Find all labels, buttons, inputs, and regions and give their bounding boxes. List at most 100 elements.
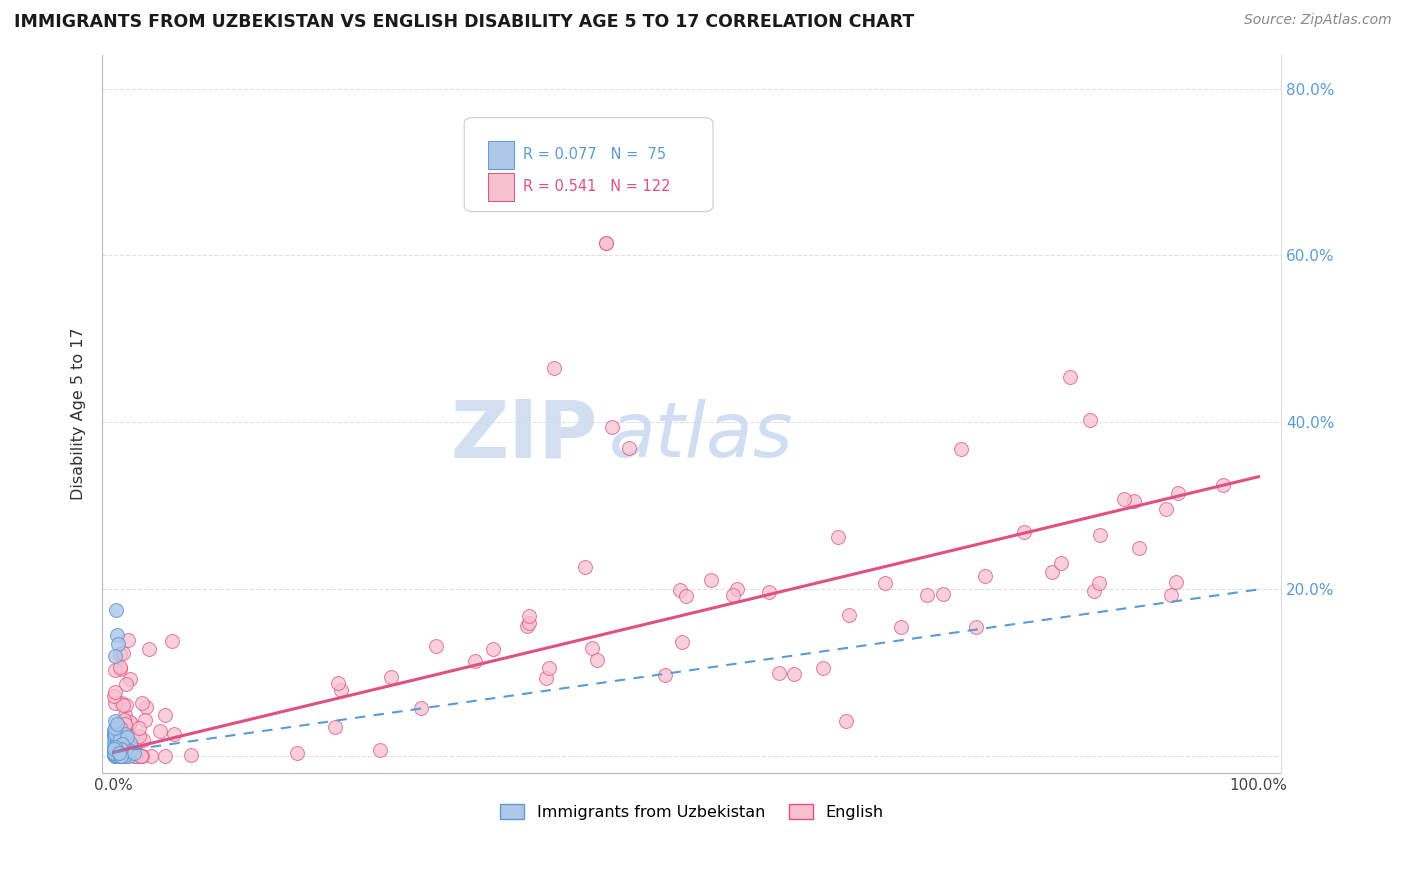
Point: [105, 748, 128, 763]
Point: [105, 746, 128, 760]
Point: [721, 588, 744, 602]
Point: [949, 442, 972, 457]
Point: [103, 689, 125, 703]
Point: [595, 235, 617, 250]
Point: [464, 654, 486, 668]
Point: [118, 716, 141, 731]
Point: [1049, 556, 1071, 570]
Point: [110, 647, 132, 661]
Point: [110, 742, 132, 756]
Point: [108, 721, 131, 735]
Point: [135, 700, 157, 714]
Point: [114, 748, 136, 763]
Point: [516, 619, 538, 633]
Point: [104, 748, 127, 763]
Point: [641, 169, 664, 184]
Point: [103, 748, 125, 763]
Point: [104, 734, 127, 748]
Point: [768, 665, 790, 680]
Point: [873, 575, 896, 590]
Point: [104, 649, 127, 664]
Point: [138, 641, 160, 656]
Point: [110, 662, 132, 676]
Point: [105, 716, 128, 731]
Point: [1088, 576, 1111, 591]
Point: [104, 747, 127, 761]
Point: [517, 609, 540, 624]
Point: [163, 727, 186, 741]
Bar: [488, 141, 513, 169]
Point: [103, 742, 125, 756]
Point: [574, 560, 596, 574]
Point: [108, 732, 131, 747]
Point: [323, 720, 346, 734]
Point: [111, 737, 134, 751]
Point: [104, 739, 127, 754]
Point: [330, 683, 353, 698]
Point: [105, 628, 128, 642]
Point: [104, 696, 127, 710]
Point: [155, 748, 177, 763]
Point: [128, 729, 150, 743]
Point: [105, 727, 128, 741]
Point: [108, 746, 131, 760]
Point: [1078, 413, 1101, 427]
Point: [974, 569, 997, 583]
Point: [107, 747, 129, 761]
Point: [118, 672, 141, 686]
Point: [111, 748, 134, 763]
Point: [111, 698, 134, 713]
Point: [105, 748, 128, 763]
Point: [965, 620, 987, 634]
Point: [534, 671, 557, 685]
Point: [112, 646, 135, 660]
Point: [1128, 541, 1150, 555]
Point: [538, 661, 561, 675]
Point: [838, 608, 860, 623]
Point: [105, 739, 128, 754]
Point: [932, 586, 955, 600]
Point: [107, 637, 129, 651]
Point: [105, 736, 128, 750]
Point: [105, 748, 128, 763]
Point: [107, 742, 129, 756]
Point: [105, 735, 128, 749]
Point: [114, 748, 136, 763]
Point: [595, 235, 617, 250]
Point: [124, 748, 146, 763]
Point: [129, 748, 152, 763]
Point: [104, 744, 127, 758]
Point: [1114, 492, 1136, 507]
Text: R = 0.541   N = 122: R = 0.541 N = 122: [523, 179, 671, 194]
Point: [917, 588, 939, 602]
Point: [114, 677, 136, 691]
Point: [654, 668, 676, 682]
Point: [105, 746, 128, 760]
Point: [104, 742, 127, 756]
Point: [110, 732, 132, 747]
Point: [104, 603, 127, 617]
Point: [617, 441, 640, 455]
Point: [727, 582, 749, 597]
Point: [827, 531, 849, 545]
Point: [103, 729, 125, 743]
Point: [669, 583, 692, 598]
Point: [118, 715, 141, 730]
Point: [104, 748, 127, 763]
Point: [107, 748, 129, 763]
Point: [160, 633, 183, 648]
Point: [105, 733, 128, 747]
Point: [1212, 478, 1234, 492]
Point: [600, 419, 623, 434]
Point: [103, 748, 125, 763]
Point: [104, 737, 127, 751]
Point: [1166, 574, 1188, 589]
Point: [114, 716, 136, 731]
Text: ZIP: ZIP: [450, 397, 598, 475]
Point: [108, 660, 131, 674]
Point: [105, 741, 128, 756]
Point: [103, 730, 125, 744]
Point: [112, 713, 135, 727]
Point: [118, 748, 141, 763]
Point: [835, 714, 858, 729]
